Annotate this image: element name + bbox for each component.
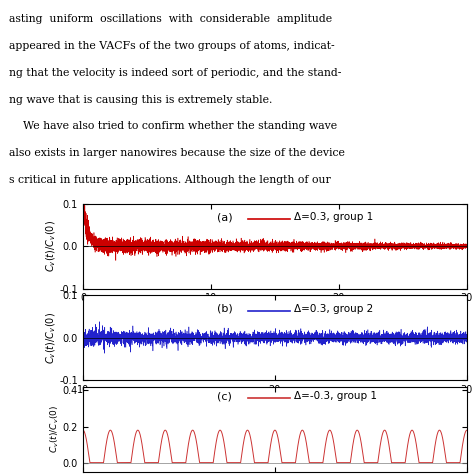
Text: appeared in the VACFs of the two groups of atoms, indicat-: appeared in the VACFs of the two groups …: [9, 41, 335, 51]
Text: We have also tried to confirm whether the standing wave: We have also tried to confirm whether th…: [9, 121, 337, 131]
Y-axis label: $C_v(t)/C_v(0)$: $C_v(t)/C_v(0)$: [45, 220, 58, 272]
Text: Δ=0.3, group 2: Δ=0.3, group 2: [294, 304, 374, 314]
Text: (b): (b): [217, 304, 233, 314]
Text: s critical in future applications. Although the length of our: s critical in future applications. Altho…: [9, 175, 331, 185]
Text: (c): (c): [217, 391, 232, 401]
Text: (a): (a): [217, 212, 233, 222]
Y-axis label: $C_v(t)/C_v(0)$: $C_v(t)/C_v(0)$: [49, 405, 61, 453]
Text: ng wave that is causing this is extremely stable.: ng wave that is causing this is extremel…: [9, 95, 273, 105]
Text: Δ=-0.3, group 1: Δ=-0.3, group 1: [294, 391, 377, 401]
Text: asting  uniform  oscillations  with  considerable  amplitude: asting uniform oscillations with conside…: [9, 14, 333, 24]
Text: ng that the velocity is indeed sort of periodic, and the stand-: ng that the velocity is indeed sort of p…: [9, 68, 342, 78]
Text: also exists in larger nanowires because the size of the device: also exists in larger nanowires because …: [9, 148, 346, 158]
Y-axis label: $C_v(t)/C_v(0)$: $C_v(t)/C_v(0)$: [45, 312, 58, 364]
Text: Δ=0.3, group 1: Δ=0.3, group 1: [294, 212, 374, 222]
